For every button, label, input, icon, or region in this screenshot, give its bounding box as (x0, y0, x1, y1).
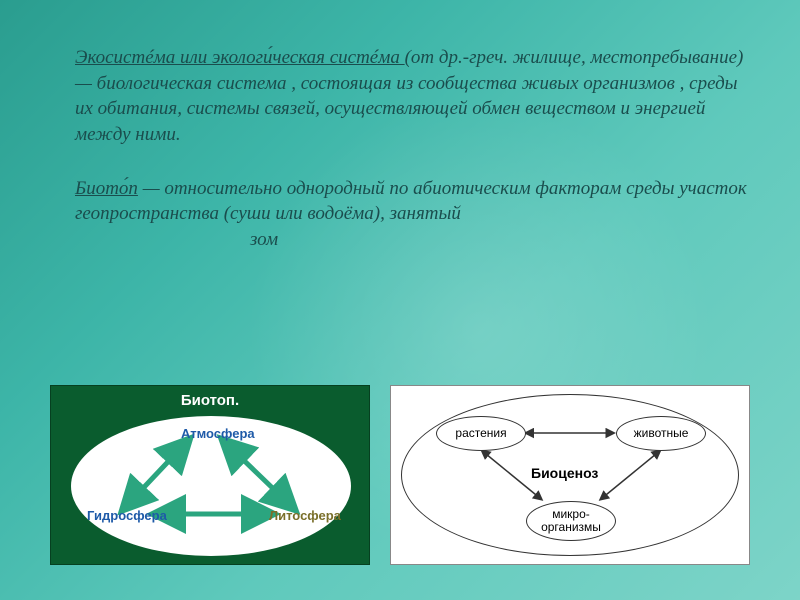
biocenosis-title: Биоценоз (531, 465, 598, 481)
paragraph-1: Экосистéма или экологи́ческая систéма (о… (75, 45, 750, 148)
label-hydrosphere: Гидросфера (87, 508, 167, 523)
node-plants: растения (436, 416, 526, 451)
diagrams-row: Биотоп. Атмосфера Гидросфера Литосфера (50, 385, 750, 565)
paragraph-2: Биото́п — относительно однородный по аби… (75, 176, 750, 227)
term-biotope: Биото́п (75, 178, 138, 199)
para2-body: — относительно однородный по абиотически… (75, 178, 747, 225)
paragraph-2-tail: зом (75, 227, 750, 253)
biocenosis-diagram: растения животные микро- организмы Биоце… (390, 385, 750, 565)
label-lithosphere: Литосфера (269, 508, 341, 523)
term-ecosystem: Экосистéма или экологи́ческая систéма (75, 47, 405, 68)
text-content: Экосистéма или экологи́ческая систéма (о… (0, 0, 800, 252)
label-atmosphere: Атмосфера (181, 426, 255, 441)
node-animals: животные (616, 416, 706, 451)
biotope-title: Биотоп. (51, 386, 369, 409)
biotope-diagram: Биотоп. Атмосфера Гидросфера Литосфера (50, 385, 370, 565)
node-micro: микро- организмы (526, 501, 616, 541)
